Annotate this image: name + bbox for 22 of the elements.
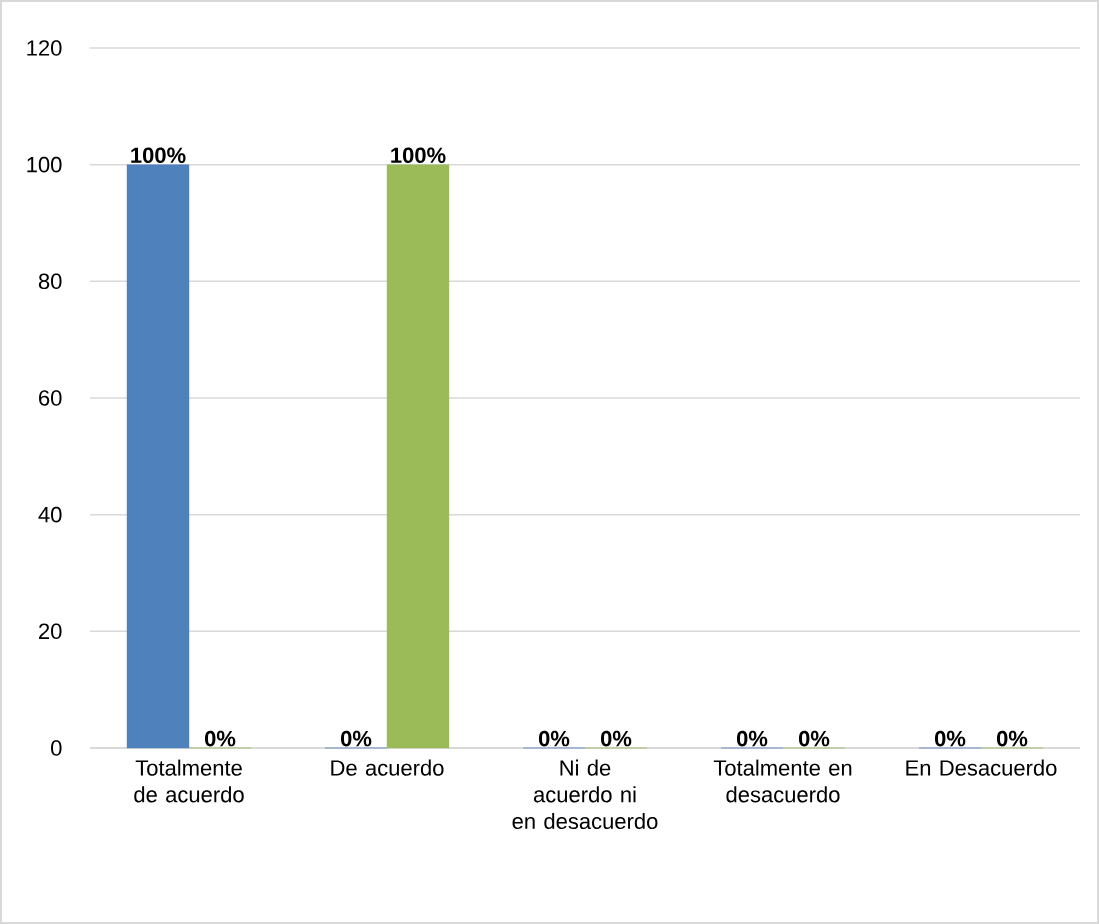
y-tick-label: 60	[39, 390, 62, 406]
data-label: 100%	[391, 147, 446, 164]
data-label: 0%	[798, 730, 830, 747]
y-tick-label: 100	[27, 156, 62, 173]
data-label: 0%	[996, 730, 1028, 747]
data-label: 0%	[340, 730, 372, 747]
x-tick-label: De acuerdo	[331, 759, 444, 776]
x-tick-label: Totalmente en desacuerdo	[713, 759, 852, 803]
data-label: 0%	[204, 730, 236, 747]
y-tick-label: 20	[39, 623, 62, 640]
data-label: 0%	[600, 730, 632, 747]
x-tick-label: Ni de acuerdo ni en desacuerdo	[512, 759, 658, 830]
y-tick-label: 80	[38, 273, 62, 290]
data-label: 100%	[131, 147, 186, 164]
data-label: 0%	[736, 730, 768, 747]
data-label: 0%	[934, 730, 966, 747]
y-tick-label: 40	[38, 506, 62, 523]
y-tick-label: 120	[27, 40, 62, 56]
y-tick-label: 0	[51, 740, 62, 756]
x-tick-label: En Desacuerdo	[906, 759, 1057, 776]
data-label: 0%	[538, 730, 570, 747]
x-tick-label: Totalmente de acuerdo	[134, 759, 244, 803]
